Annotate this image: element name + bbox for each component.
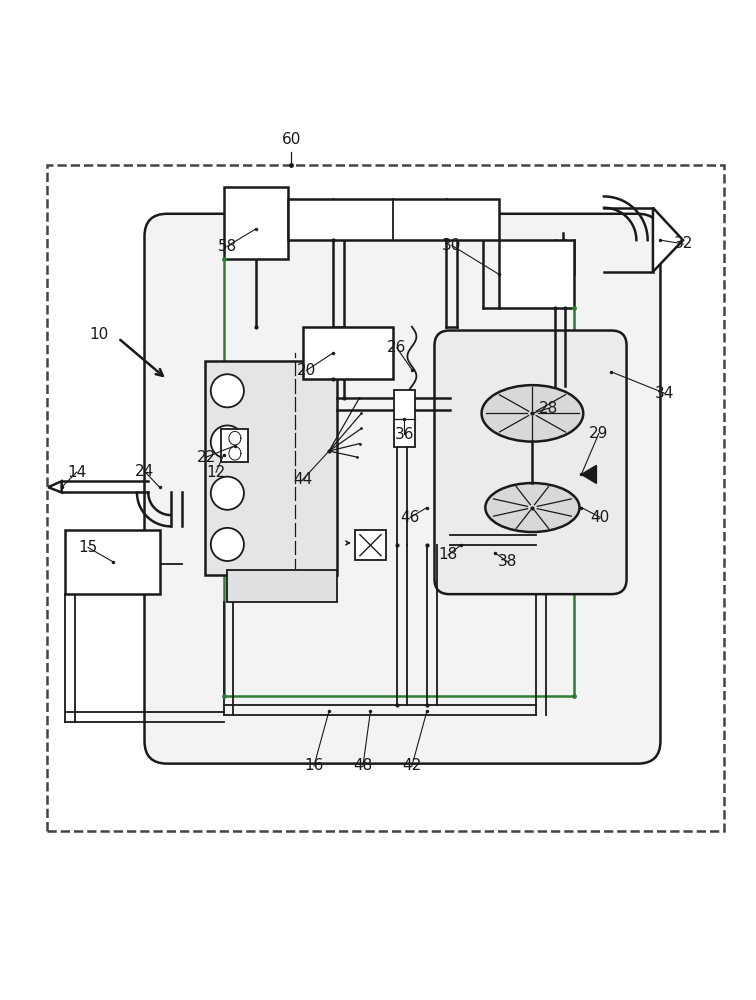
Circle shape bbox=[211, 425, 244, 459]
Text: 60: 60 bbox=[282, 132, 301, 147]
Bar bbox=[394, 390, 415, 447]
Text: 34: 34 bbox=[655, 386, 674, 401]
Ellipse shape bbox=[485, 483, 580, 532]
Bar bbox=[228, 570, 336, 602]
Text: 26: 26 bbox=[387, 340, 407, 355]
Bar bbox=[287, 199, 498, 240]
Text: 38: 38 bbox=[498, 554, 517, 569]
Text: 28: 28 bbox=[539, 401, 559, 416]
Text: 12: 12 bbox=[206, 465, 226, 480]
Text: 36: 36 bbox=[395, 427, 414, 442]
Ellipse shape bbox=[482, 385, 583, 442]
Text: 42: 42 bbox=[402, 758, 422, 773]
Text: 29: 29 bbox=[589, 426, 609, 441]
Polygon shape bbox=[653, 208, 683, 272]
FancyBboxPatch shape bbox=[144, 214, 661, 764]
Bar bbox=[205, 361, 336, 575]
Circle shape bbox=[211, 528, 244, 561]
Text: 18: 18 bbox=[438, 547, 457, 562]
Circle shape bbox=[211, 374, 244, 407]
Text: 24: 24 bbox=[135, 464, 154, 479]
Text: 10: 10 bbox=[90, 327, 109, 342]
Text: 30: 30 bbox=[442, 238, 461, 253]
Text: 44: 44 bbox=[293, 472, 312, 487]
Circle shape bbox=[211, 477, 244, 510]
Bar bbox=[66, 530, 160, 594]
Text: 58: 58 bbox=[218, 239, 237, 254]
Text: 20: 20 bbox=[297, 363, 316, 378]
Text: 48: 48 bbox=[353, 758, 373, 773]
Bar bbox=[302, 327, 393, 379]
Text: 15: 15 bbox=[79, 540, 98, 555]
Text: 14: 14 bbox=[67, 465, 86, 480]
Text: 22: 22 bbox=[197, 450, 216, 465]
Bar bbox=[222, 429, 249, 462]
Text: 40: 40 bbox=[590, 510, 610, 525]
Polygon shape bbox=[48, 481, 62, 492]
Text: 16: 16 bbox=[304, 758, 324, 773]
Text: 46: 46 bbox=[401, 510, 420, 525]
Bar bbox=[355, 530, 386, 560]
Text: 32: 32 bbox=[674, 236, 692, 251]
Bar bbox=[224, 187, 287, 259]
Polygon shape bbox=[581, 465, 596, 483]
FancyBboxPatch shape bbox=[435, 331, 627, 594]
Bar bbox=[498, 240, 574, 308]
